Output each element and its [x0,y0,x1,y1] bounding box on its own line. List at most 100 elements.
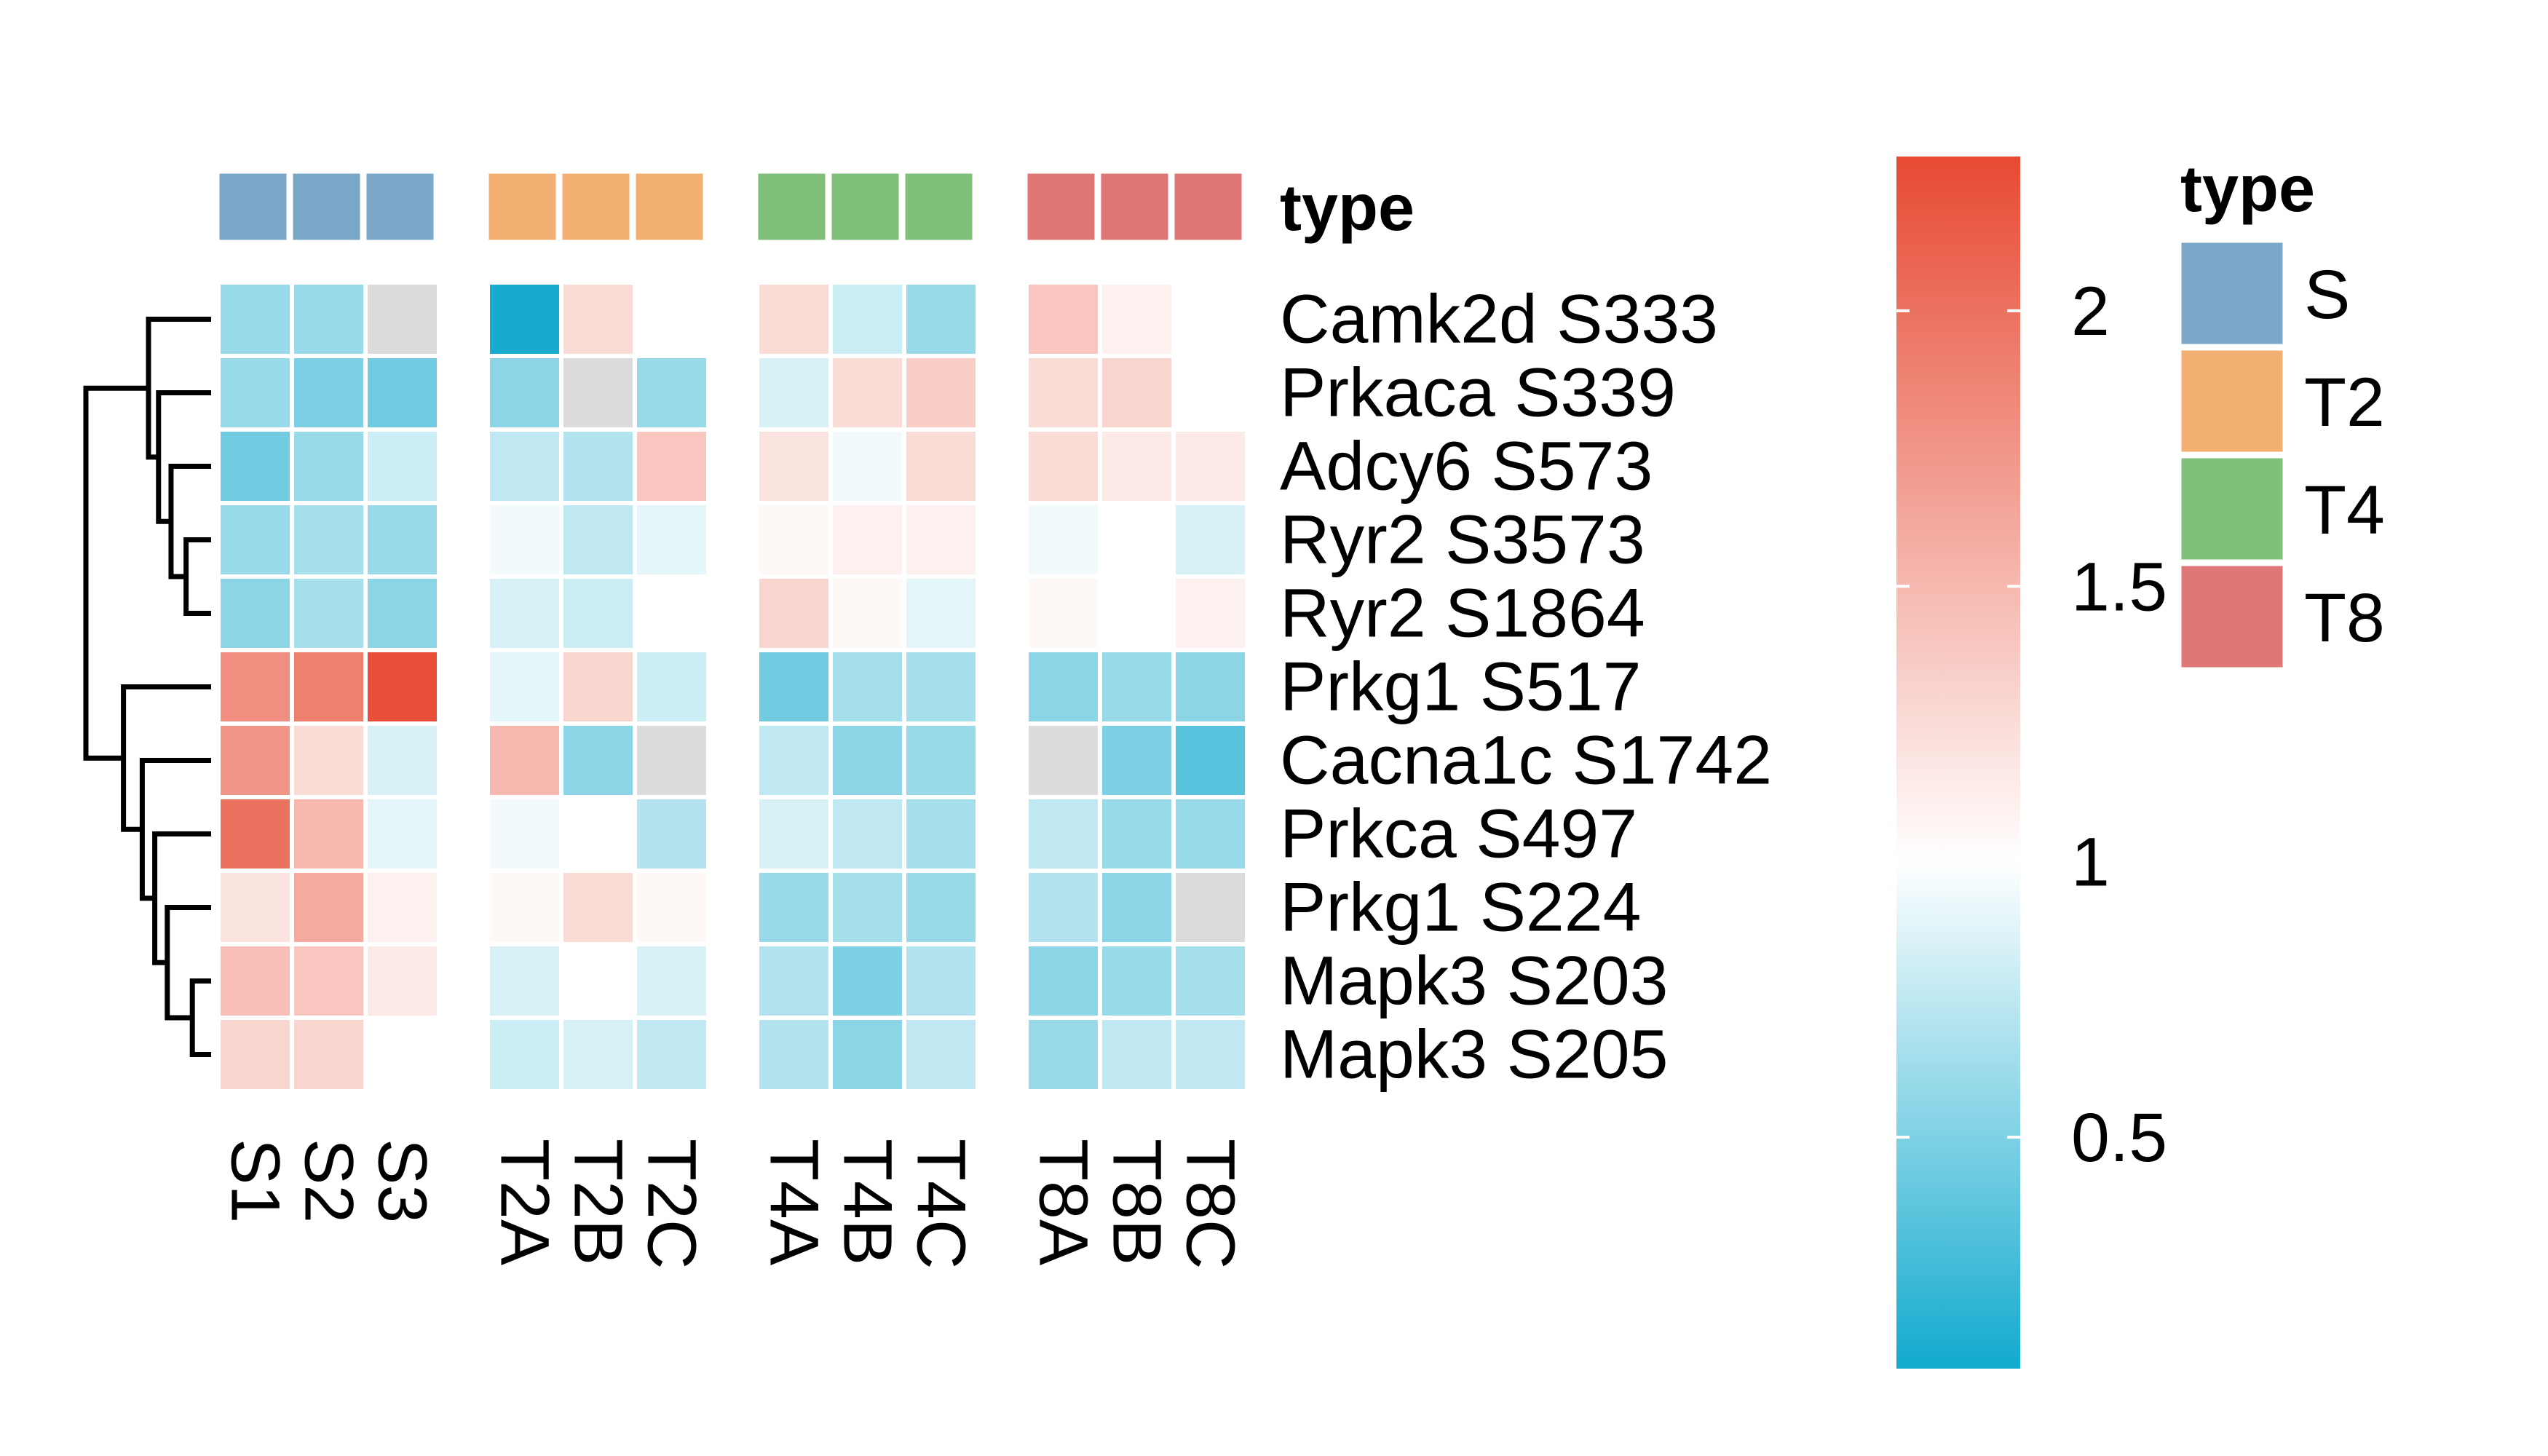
heatmap-cell-prkaca-s339-t8a [1024,354,1102,432]
heatmap-cell-prkg1-s224-t2b [559,869,637,946]
column-label-t8b: T8B [1099,1139,1176,1265]
colorbar-tick-label-1-5: 1.5 [2071,548,2167,625]
dendrogram-branch [189,978,211,1057]
heatmap-cell-prkaca-s339-t8c [1171,354,1249,432]
heatmap-cell-camk2d-s333-s1 [216,280,294,358]
column-label-t4c: T4C [903,1139,980,1269]
heatmap-cell-cacna1c-s1742-t2a [486,721,563,799]
heatmap-cell-prkca-s497-t8c [1171,795,1249,873]
column-label-t8a: T8A [1025,1139,1102,1266]
colorbar-gradient-bar [1896,157,2020,1369]
row-label-mapk3-s205: Mapk3 S205 [1280,1016,1668,1093]
heatmap-cell-prkg1-s224-t4c [902,869,980,946]
heatmap-cell-mapk3-s205-t2c [633,1016,711,1093]
heatmap-cell-mapk3-s205-t8c [1171,1016,1249,1093]
heatmap-cell-ryr2-s1864-s2 [290,574,368,652]
legend-key-t4 [2179,456,2285,562]
row-dendrogram [83,317,211,1057]
heatmap-cell-adcy6-s573-t8b [1098,427,1176,505]
heatmap-cell-mapk3-s205-t2a [486,1016,563,1093]
heatmap-cell-prkca-s497-t4b [828,795,906,873]
heatmap-cell-cacna1c-s1742-t4a [755,721,833,799]
type-legend: type S T2 T4 T8 [2179,153,2385,670]
legend-key-s [2179,240,2285,347]
heatmap-cell-mapk3-s203-t2c [633,942,711,1020]
heatmap-cell-prkg1-s224-t8b [1098,869,1176,946]
heatmap-cell-prkg1-s224-t8c [1171,869,1249,946]
heatmap-cell-prkg1-s224-s3 [363,869,441,946]
annotation-cell-t4b [829,171,901,242]
heatmap-cell-ryr2-s1864-t4c [902,574,980,652]
heatmap-cell-camk2d-s333-t8a [1024,280,1102,358]
heatmap-cell-mapk3-s203-t2b [559,942,637,1020]
legend-key-t2 [2179,348,2285,454]
heatmap-cell-prkg1-s517-t4b [828,648,906,726]
heatmap-cell-prkg1-s517-s3 [363,648,441,726]
heatmap-cell-mapk3-s203-t4a [755,942,833,1020]
row-label-mapk3-s203: Mapk3 S203 [1280,943,1668,1020]
heatmap-cell-cacna1c-s1742-t8c [1171,721,1249,799]
heatmap-cell-camk2d-s333-t2a [486,280,563,358]
annotation-cell-t8c [1172,171,1244,242]
heatmap-cell-ryr2-s3573-t2a [486,501,563,579]
heatmap-cell-mapk3-s203-t8c [1171,942,1249,1020]
heatmap-cell-cacna1c-s1742-t4c [902,721,980,799]
heatmap-cell-prkg1-s224-t4b [828,869,906,946]
heatmap-cell-camk2d-s333-t4c [902,280,980,358]
column-label-t2a: T2A [486,1139,563,1266]
heatmap-cells [216,280,1249,1093]
heatmap-cell-adcy6-s573-t4b [828,427,906,505]
annotation-cell-t4c [903,171,975,242]
heatmap-cell-prkg1-s517-t8c [1171,648,1249,726]
heatmap-cell-mapk3-s203-t4b [828,942,906,1020]
heatmap-cell-mapk3-s203-s3 [363,942,441,1020]
heatmap-cell-mapk3-s203-t4c [902,942,980,1020]
heatmap-cell-prkca-s497-t8a [1024,795,1102,873]
heatmap-cell-prkaca-s339-t4c [902,354,980,432]
heatmap-cell-ryr2-s3573-s3 [363,501,441,579]
heatmap-cell-ryr2-s1864-t8b [1098,574,1176,652]
heatmap-cell-ryr2-s1864-s3 [363,574,441,652]
heatmap-cell-adcy6-s573-t8c [1171,427,1249,505]
heatmap-cell-ryr2-s3573-t4c [902,501,980,579]
column-annotation-bar [217,171,1244,242]
heatmap-cell-prkg1-s517-t8a [1024,648,1102,726]
heatmap-cell-mapk3-s203-s2 [290,942,368,1020]
heatmap-cell-camk2d-s333-t2b [559,280,637,358]
heatmap-cell-prkaca-s339-s3 [363,354,441,432]
heatmap-cell-prkg1-s224-t2c [633,869,711,946]
heatmap-cell-prkca-s497-t2b [559,795,637,873]
heatmap-cell-prkg1-s517-t4a [755,648,833,726]
colorbar-tick-label-0-5: 0.5 [2071,1099,2167,1176]
heatmap-cell-mapk3-s205-t2b [559,1016,637,1093]
heatmap-cell-ryr2-s1864-t8a [1024,574,1102,652]
column-label-s3: S3 [364,1139,441,1223]
legend-label-t4: T4 [2304,472,2385,549]
row-label-ryr2-s1864: Ryr2 S1864 [1280,575,1645,652]
heatmap-cell-prkaca-s339-s2 [290,354,368,432]
legend-label-s: S [2304,256,2350,333]
heatmap-cell-mapk3-s203-t2a [486,942,563,1020]
heatmap-cell-prkca-s497-t4c [902,795,980,873]
heatmap-cell-cacna1c-s1742-s2 [290,721,368,799]
heatmap-cell-prkaca-s339-s1 [216,354,294,432]
heatmap-cell-prkg1-s517-t4c [902,648,980,726]
heatmap-cell-mapk3-s203-s1 [216,942,294,1020]
annotation-cell-s3 [364,171,436,242]
heatmap-cell-adcy6-s573-t8a [1024,427,1102,505]
row-label-camk2d-s333: Camk2d S333 [1280,281,1718,358]
heatmap-cell-prkg1-s224-t2a [486,869,563,946]
annotation-cell-t8b [1099,171,1171,242]
dendrogram-branch [168,464,211,579]
heatmap-cell-adcy6-s573-s1 [216,427,294,505]
column-label-t4b: T4B [829,1139,906,1265]
heatmap-cell-cacna1c-s1742-s3 [363,721,441,799]
heatmap-cell-mapk3-s205-s3 [363,1016,441,1093]
heatmap-cell-adcy6-s573-s2 [290,427,368,505]
heatmap-cell-ryr2-s1864-t8c [1171,574,1249,652]
heatmap-cell-prkaca-s339-t4b [828,354,906,432]
heatmap-cell-mapk3-s205-t8b [1098,1016,1176,1093]
heatmap-cell-mapk3-s203-t8b [1098,942,1176,1020]
heatmap-cell-prkca-s497-t2c [633,795,711,873]
